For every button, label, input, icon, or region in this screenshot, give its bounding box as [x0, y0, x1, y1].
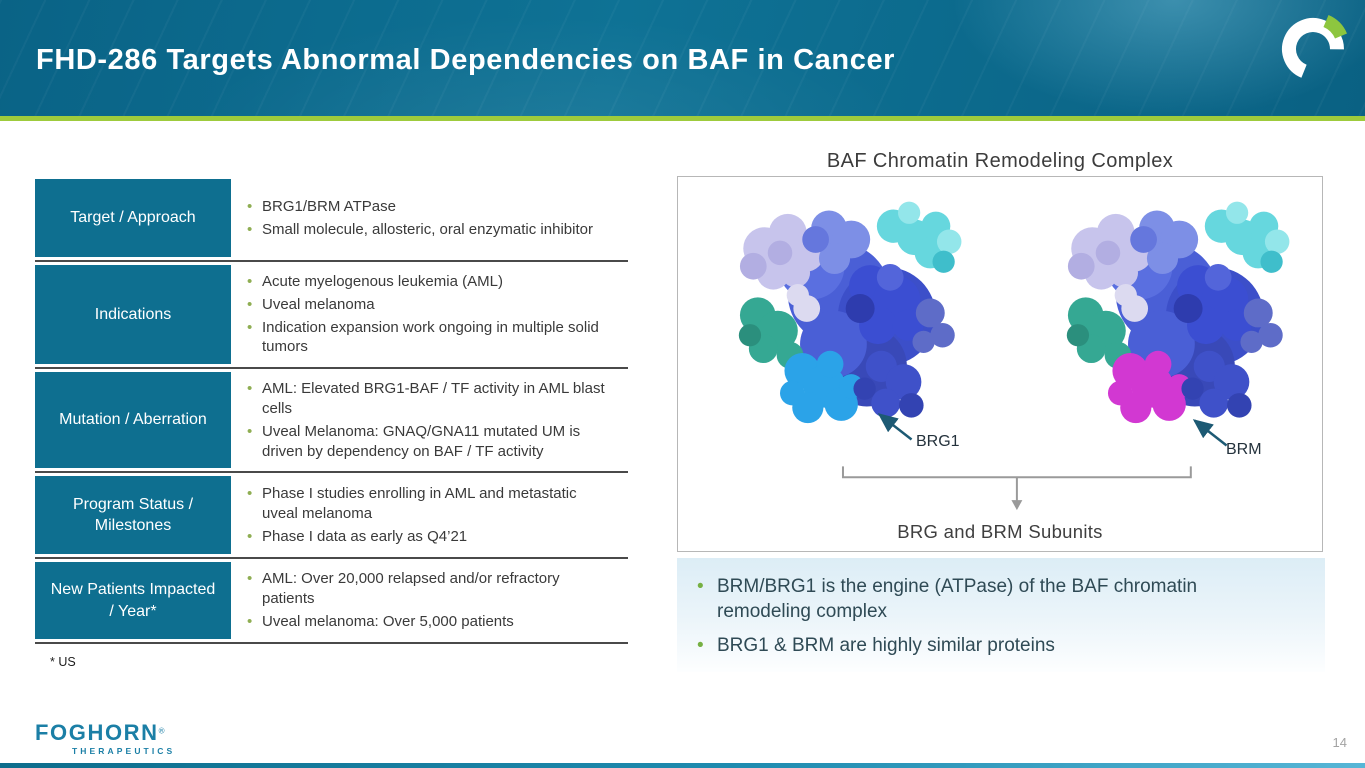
- table-row: Program Status / Milestones Phase I stud…: [35, 473, 628, 560]
- info-table: Target / Approach BRG1/BRM ATPase Small …: [35, 176, 628, 644]
- protein-figure-svg: [738, 201, 1290, 511]
- bullet-item: Acute myelogenous leukemia (AML): [245, 272, 612, 292]
- bullet-item: BRG1/BRM ATPase: [245, 197, 612, 217]
- row-label: Program Status / Milestones: [35, 476, 231, 555]
- brand-name: FOGHORN: [35, 720, 159, 745]
- brg1-arrow-icon: [877, 413, 913, 441]
- row-bullets: AML: Elevated BRG1-BAF / TF activity in …: [231, 372, 628, 468]
- table-row: Indications Acute myelogenous leukemia (…: [35, 262, 628, 370]
- bullet-item: Uveal Melanoma: GNAQ/GNA11 mutated UM is…: [245, 422, 612, 462]
- brm-arrow-icon: [1192, 419, 1228, 447]
- bullet-item: Uveal melanoma: Over 5,000 patients: [245, 612, 612, 632]
- bullet-item: Small molecule, allosteric, oral enzymat…: [245, 220, 612, 240]
- row-bullets: Phase I studies enrolling in AML and met…: [231, 476, 628, 554]
- header-banner: FHD-286 Targets Abnormal Dependencies on…: [0, 0, 1365, 116]
- figure-title: BAF Chromatin Remodeling Complex: [826, 150, 1174, 172]
- row-bullets: BRG1/BRM ATPase Small molecule, alloster…: [231, 179, 628, 257]
- foghorn-logo-icon: [1274, 9, 1352, 87]
- brand-wordmark: FOGHORN® THERAPEUTICS: [35, 722, 175, 756]
- table-row: Target / Approach BRG1/BRM ATPase Small …: [35, 176, 628, 262]
- brg1-label: BRG1: [916, 433, 960, 450]
- bullet-item: Indication expansion work ongoing in mul…: [245, 318, 612, 358]
- row-bullets: AML: Over 20,000 relapsed and/or refract…: [231, 562, 628, 638]
- bullet-item: Phase I data as early as Q4’21: [245, 527, 612, 547]
- registered-mark: ®: [158, 726, 165, 736]
- figure-box: BRG1 BRM BRG and BRM Subunits: [677, 176, 1323, 552]
- brm-label: BRM: [1226, 441, 1262, 458]
- bullet-item: AML: Over 20,000 relapsed and/or refract…: [245, 569, 612, 609]
- row-label: New Patients Impacted / Year*: [35, 562, 231, 639]
- key-points-panel: BRM/BRG1 is the engine (ATPase) of the B…: [677, 558, 1325, 672]
- slide-title: FHD-286 Targets Abnormal Dependencies on…: [36, 44, 896, 76]
- bullet-item: AML: Elevated BRG1-BAF / TF activity in …: [245, 379, 612, 419]
- bullet-item: Uveal melanoma: [245, 295, 612, 315]
- page-number: 14: [1332, 735, 1347, 750]
- protein-structure-brg1: [738, 201, 962, 424]
- protein-structure-brm: [1066, 201, 1290, 424]
- bullet-item: Phase I studies enrolling in AML and met…: [245, 484, 612, 524]
- brand-subtext: THERAPEUTICS: [72, 746, 176, 756]
- key-point-item: BRM/BRG1 is the engine (ATPase) of the B…: [691, 574, 1247, 624]
- table-footnote: * US: [50, 655, 76, 669]
- figure-caption: BRG and BRM Subunits: [897, 521, 1103, 542]
- row-label: Indications: [35, 265, 231, 365]
- accent-line: [0, 116, 1365, 121]
- table-row: New Patients Impacted / Year* AML: Over …: [35, 559, 628, 644]
- bottom-bar: [0, 763, 1365, 768]
- row-label: Mutation / Aberration: [35, 372, 231, 469]
- table-row: Mutation / Aberration AML: Elevated BRG1…: [35, 369, 628, 474]
- key-point-item: BRG1 & BRM are highly similar proteins: [691, 633, 1247, 658]
- row-bullets: Acute myelogenous leukemia (AML) Uveal m…: [231, 265, 628, 364]
- row-label: Target / Approach: [35, 179, 231, 257]
- bracket-connector-icon: [841, 466, 1192, 511]
